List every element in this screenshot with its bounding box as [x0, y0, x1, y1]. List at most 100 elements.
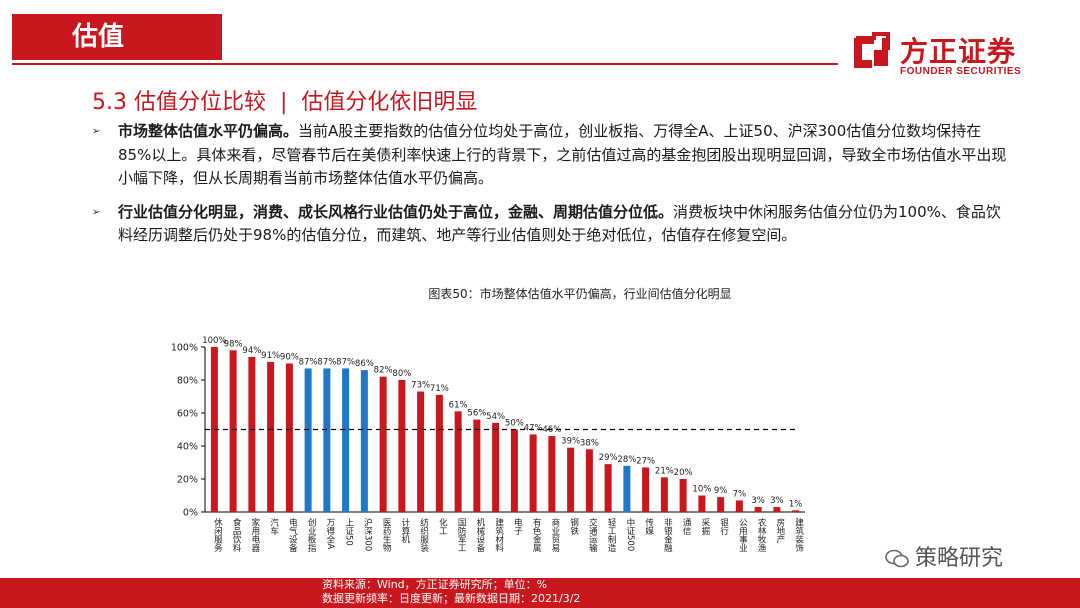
x-tick-label: 休闲服务 [212, 517, 222, 553]
y-tick-label: 80% [177, 376, 198, 387]
x-tick-label: 采掘 [700, 517, 710, 536]
data-label: 73% [411, 381, 430, 391]
data-label: 21% [655, 466, 674, 476]
data-label: 9% [714, 486, 728, 496]
x-tick-label: 医药生物 [381, 518, 391, 553]
data-label: 28% [617, 455, 636, 465]
data-label: 50% [505, 419, 524, 429]
bar-万得全A [323, 368, 331, 512]
x-tick-label: 传媒 [644, 517, 654, 536]
x-tick-label: 电气设备 [287, 517, 297, 553]
data-label: 87% [299, 357, 318, 367]
bar-通信 [679, 479, 687, 512]
bar-采掘 [698, 495, 706, 512]
x-tick-label: 机械设备 [475, 517, 485, 553]
x-tick-label: 建筑材料 [494, 517, 504, 553]
brand-logo: 方正证券 FOUNDER SECURITIES [852, 30, 1072, 80]
founder-logo-icon [854, 32, 890, 68]
bar-有色金属 [529, 434, 537, 512]
data-label: 98% [224, 339, 243, 349]
bar-非银金融 [660, 477, 668, 512]
section-title: 估值 [12, 14, 222, 60]
footer-source: 资料来源：Wind，方正证券研究所；单位：% [322, 578, 548, 591]
header-divider [12, 63, 838, 65]
bar-建筑材料 [492, 422, 500, 512]
bullet-text: 消费板块中休闲服务估值分位仍为100%、食品饮料经历调整后仍处于98%的估值分位… [118, 202, 1001, 245]
bar-纺织服装 [417, 391, 425, 512]
data-label: 20% [674, 468, 693, 478]
data-label: 38% [580, 438, 599, 448]
x-tick-label: 沪深300 [362, 517, 372, 551]
subtitle-left: 5.3 估值分位比较 [92, 90, 266, 115]
bar-机械设备 [473, 419, 481, 512]
x-tick-label: 商业贸易 [550, 517, 560, 553]
x-tick-label: 上证50 [344, 518, 354, 546]
bar-农林牧渔 [754, 507, 762, 512]
x-tick-label: 农林牧渔 [756, 517, 766, 552]
subtitle-separator: | [279, 90, 288, 115]
bar-国防军工 [454, 411, 462, 512]
data-label: 94% [242, 346, 261, 356]
subtitle-right: 估值分化依旧明显 [301, 90, 478, 115]
x-tick-label: 创业板指 [306, 517, 316, 553]
wechat-watermark: 策略研究 [885, 540, 1003, 572]
data-label: 91% [261, 351, 280, 361]
data-label: 71% [430, 384, 449, 394]
bar-传媒 [642, 467, 650, 512]
x-tick-label: 计算机 [400, 517, 410, 544]
data-label: 3% [770, 496, 784, 506]
x-tick-label: 建筑装饰 [794, 517, 804, 553]
bar-计算机 [398, 380, 406, 512]
x-tick-label: 有色金属 [531, 517, 541, 553]
x-tick-label: 电子 [512, 517, 522, 535]
data-label: 29% [599, 453, 618, 463]
data-label: 100% [202, 336, 226, 346]
x-tick-label: 食品饮料 [231, 517, 241, 553]
data-label: 90% [280, 353, 299, 363]
bar-电子 [510, 429, 518, 512]
page-subtitle: 5.3 估值分位比较 | 估值分化依旧明显 [92, 84, 477, 116]
bar-沪深300 [360, 370, 368, 512]
bullet-list: ➢ 市场整体估值水平仍偏高。当前A股主要指数的估值分位均处于高位，创业板指、万得… [90, 120, 1010, 258]
figure-title: 图表50：市场整体估值水平仍偏高，行业间估值分化明显 [428, 287, 732, 301]
bar-创业板指 [304, 368, 312, 512]
bar-银行 [717, 497, 725, 512]
bar-家用电器 [248, 356, 256, 512]
data-label: 56% [467, 409, 486, 419]
bullet-arrow-icon: ➢ [92, 126, 101, 137]
data-label: 54% [486, 412, 505, 422]
y-tick-label: 60% [177, 409, 198, 420]
data-label: 7% [733, 489, 747, 499]
bar-食品饮料 [229, 350, 237, 512]
x-tick-label: 家用电器 [250, 517, 260, 553]
bullet-text: 当前A股主要指数的估值分位均处于高位，创业板指、万得全A、上证50、沪深300估… [118, 122, 1007, 187]
bar-钢铁 [567, 447, 575, 512]
x-tick-label: 公用事业 [737, 518, 747, 552]
valuation-percentile-chart: 0% 20% 40% 60% 80% 100% 100% 休闲服务 98% 食品饮料 94% 家用电器… [171, 336, 805, 553]
logo-chinese-name: 方正证券 [900, 35, 1017, 68]
bar-商业贸易 [548, 436, 556, 512]
bar-交通运输 [585, 449, 593, 512]
bar-汽车 [267, 361, 275, 512]
bullet-arrow-icon: ➢ [92, 206, 101, 218]
data-label: 10% [692, 485, 711, 495]
footer-update-info: 数据更新频率：日度更新；最新数据日期：2021/3/2 [322, 592, 581, 605]
x-tick-label: 交通运输 [587, 517, 597, 553]
data-label: 80% [392, 369, 411, 379]
footer-bar: 资料来源：Wind，方正证券研究所；单位：% 数据更新频率：日度更新；最新数据日… [0, 578, 1080, 608]
bar-房地产 [773, 507, 781, 512]
y-tick-label: 20% [177, 475, 198, 486]
bar-电气设备 [285, 363, 293, 512]
data-label: 3% [751, 496, 765, 506]
y-tick-label: 100% [171, 343, 198, 354]
bar-化工 [435, 394, 443, 512]
data-label: 61% [449, 400, 468, 410]
bar-中证500 [623, 465, 631, 512]
data-label: 27% [636, 456, 655, 466]
x-tick-label: 通信 [681, 517, 691, 536]
bullet-bold-lead: 行业估值分化明显，消费、成长风格行业估值仍处于高位，金融、周期估值分位低。 [118, 202, 674, 221]
x-tick-label: 国防军工 [456, 518, 466, 552]
data-label: 1% [789, 499, 803, 509]
bullet-item: ➢ 市场整体估值水平仍偏高。当前A股主要指数的估值分位均处于高位，创业板指、万得… [90, 120, 1010, 191]
watermark-text: 策略研究 [915, 546, 1004, 571]
